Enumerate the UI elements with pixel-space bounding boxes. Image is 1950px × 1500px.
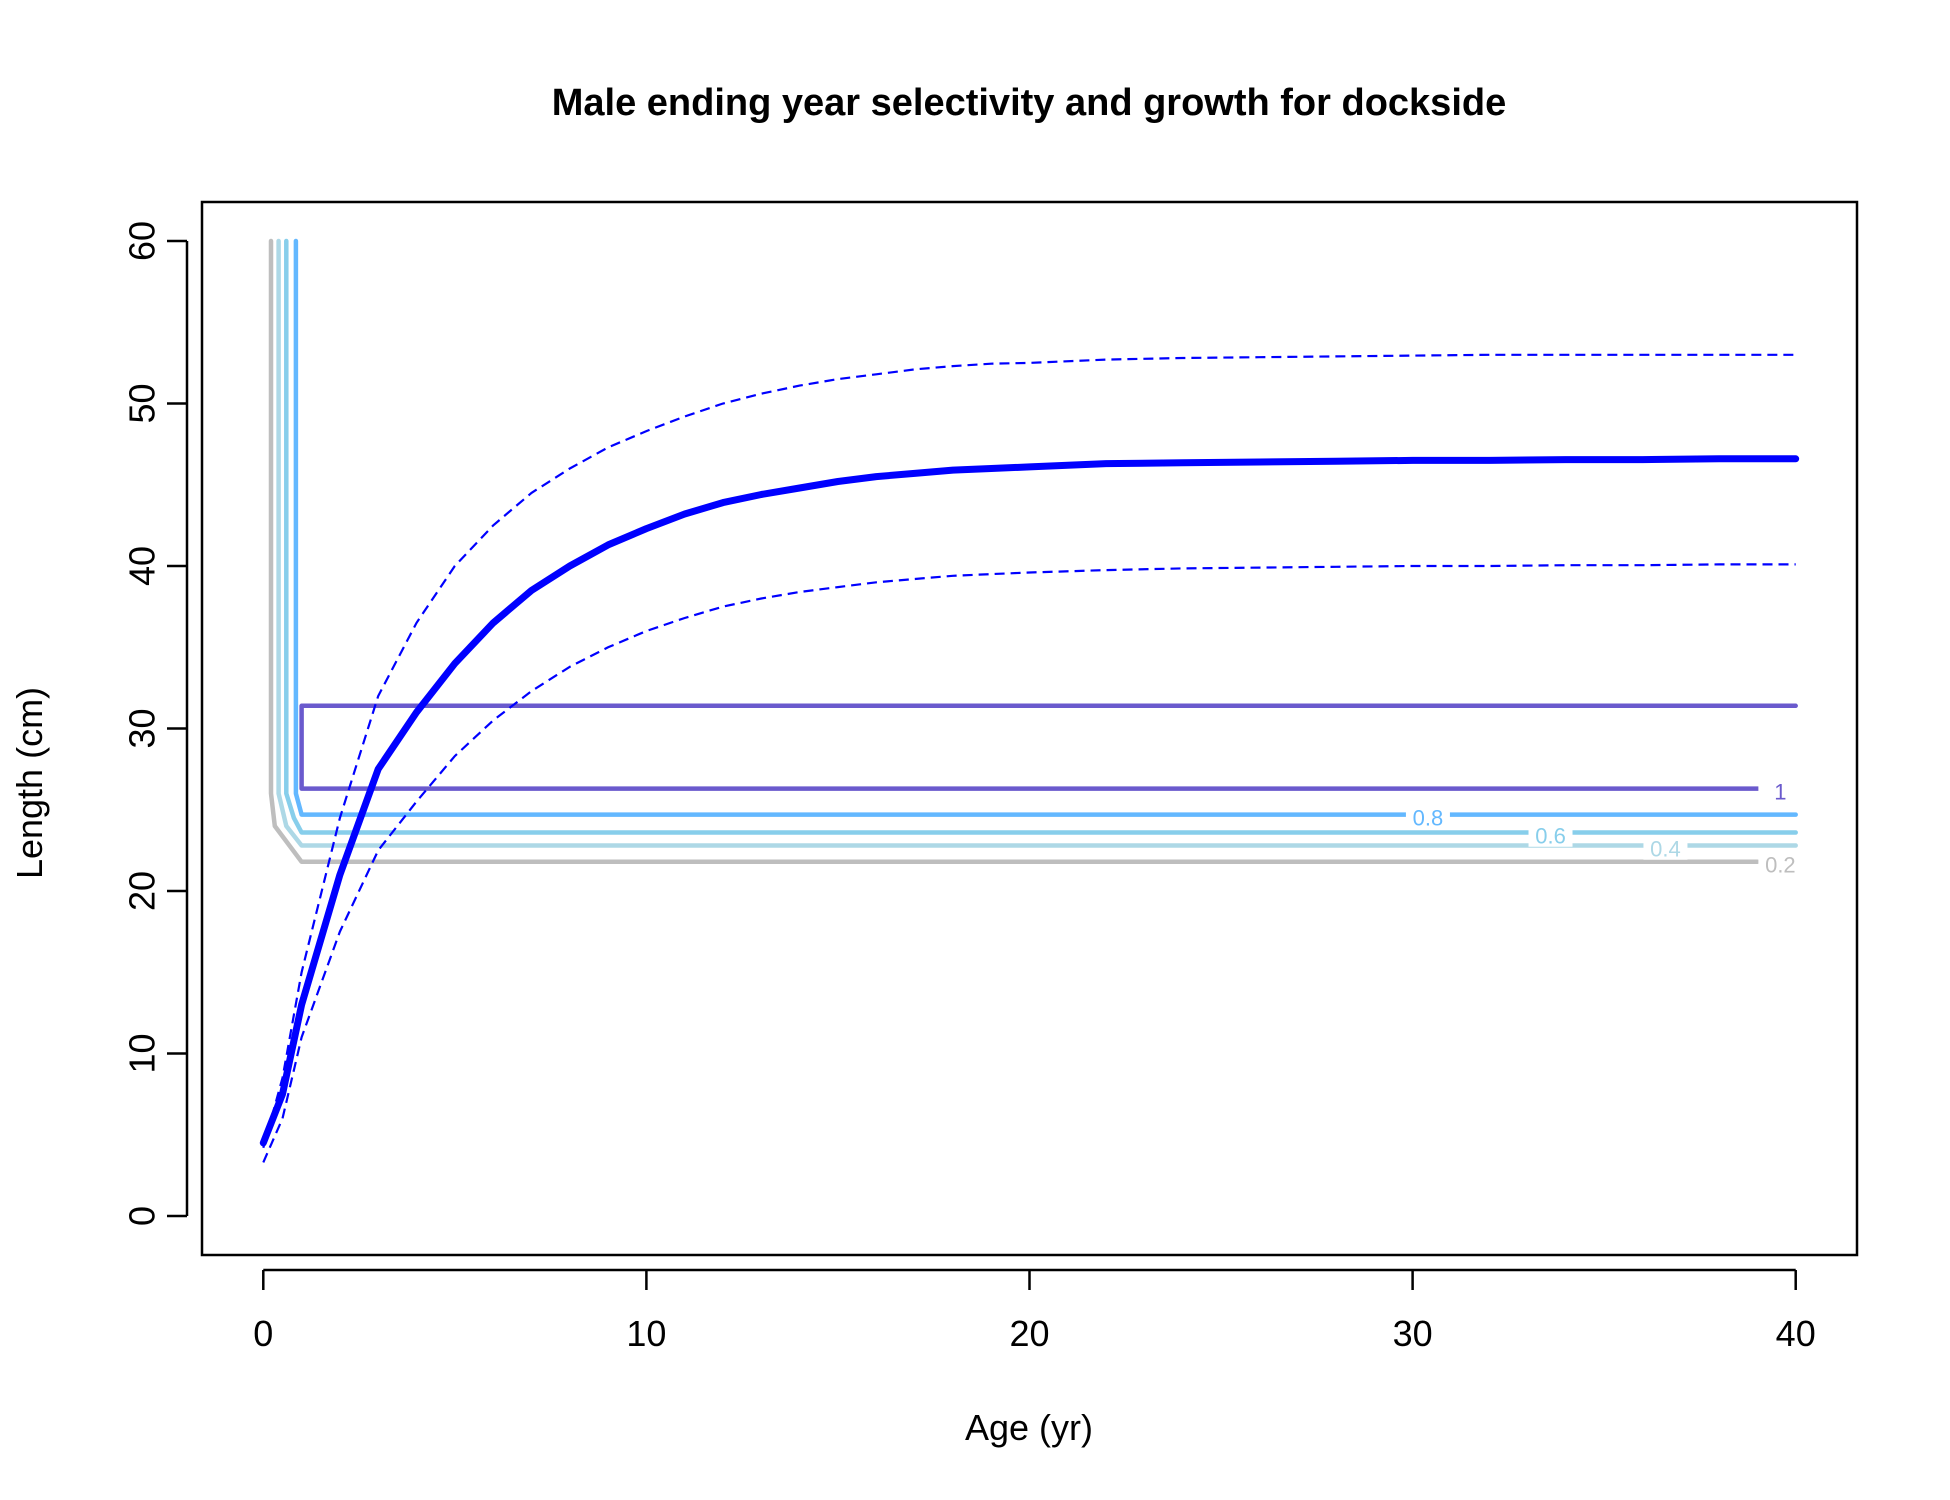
plot-frame xyxy=(200,200,1859,1257)
growth-mean-curve xyxy=(259,455,1800,1147)
x-tick-label: 10 xyxy=(626,1313,666,1354)
x-axis: 0 10 20 30 40 xyxy=(253,1268,1816,1354)
x-tick-label: 0 xyxy=(253,1313,273,1354)
contour-label-bg xyxy=(1643,835,1688,860)
contour-line-0.8 xyxy=(293,238,1798,817)
y-tick-label: 50 xyxy=(122,383,163,423)
y-tick-label: 20 xyxy=(122,871,163,911)
growth-curves xyxy=(259,353,1800,1163)
growth-lower-interval xyxy=(262,563,1796,1163)
contour-label-bg xyxy=(1758,778,1803,803)
y-tick-label: 0 xyxy=(122,1206,163,1226)
contour-label: 1 xyxy=(1774,779,1786,804)
y-axis-label: Length (cm) xyxy=(9,687,50,879)
contour-label: 0.4 xyxy=(1650,836,1681,861)
chart-title: Male ending year selectivity and growth … xyxy=(552,82,1506,124)
contour-line-1 xyxy=(299,703,1798,791)
y-axis: 0 10 20 30 40 50 60 xyxy=(122,221,189,1226)
y-tick-label: 10 xyxy=(122,1033,163,1073)
y-tick-label: 30 xyxy=(122,708,163,748)
contour-label: 0.2 xyxy=(1765,853,1796,878)
x-tick-label: 40 xyxy=(1776,1313,1816,1354)
contour-line-0.2 xyxy=(268,238,1760,865)
contour-line-0.4 xyxy=(276,238,1798,848)
contour-labels: 0.2 0.4 0.6 0.8 1 xyxy=(1405,778,1803,878)
contour-label-bg xyxy=(1405,804,1450,829)
contour-label-bg xyxy=(1528,822,1573,847)
x-tick-label: 20 xyxy=(1009,1313,1049,1354)
growth-upper-interval xyxy=(262,353,1796,1149)
x-tick-label: 30 xyxy=(1393,1313,1433,1354)
selectivity-contours xyxy=(268,238,1798,865)
y-tick-label: 40 xyxy=(122,546,163,586)
contour-label-bg xyxy=(1758,852,1803,876)
y-tick-label: 60 xyxy=(122,221,163,261)
contour-label: 0.8 xyxy=(1413,805,1444,830)
x-axis-label: Age (yr) xyxy=(965,1407,1093,1448)
contour-line-0.6 xyxy=(284,238,1798,835)
contour-label: 0.6 xyxy=(1535,823,1566,848)
